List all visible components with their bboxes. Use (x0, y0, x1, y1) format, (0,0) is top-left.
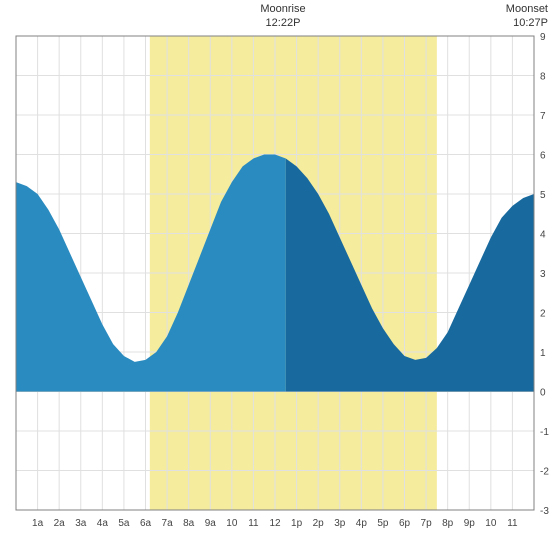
svg-text:11: 11 (507, 518, 518, 529)
svg-text:9: 9 (540, 32, 546, 43)
svg-text:8p: 8p (442, 518, 454, 529)
svg-text:6p: 6p (399, 518, 411, 529)
svg-text:1p: 1p (291, 518, 303, 529)
svg-text:7: 7 (540, 111, 546, 122)
svg-text:6: 6 (540, 151, 546, 162)
svg-text:1: 1 (540, 348, 546, 359)
svg-text:-3: -3 (540, 506, 549, 517)
moonrise-label: Moonrise 12:22P (253, 2, 313, 31)
tide-chart: Moonrise 12:22P Moonset 10:27P 987654321… (0, 0, 550, 550)
svg-text:4a: 4a (97, 518, 109, 529)
moonset-title: Moonset (488, 2, 548, 16)
svg-text:3p: 3p (334, 518, 346, 529)
svg-text:7p: 7p (421, 518, 433, 529)
svg-text:3a: 3a (75, 518, 87, 529)
moonrise-title: Moonrise (253, 2, 313, 16)
svg-text:6a: 6a (140, 518, 152, 529)
svg-text:4p: 4p (356, 518, 368, 529)
svg-text:2p: 2p (313, 518, 325, 529)
svg-text:0: 0 (540, 388, 546, 399)
svg-text:5: 5 (540, 190, 546, 201)
svg-text:8a: 8a (183, 518, 195, 529)
svg-text:9p: 9p (464, 518, 476, 529)
svg-text:1a: 1a (32, 518, 44, 529)
moonset-time: 10:27P (488, 16, 548, 30)
svg-text:5a: 5a (118, 518, 130, 529)
moonset-label: Moonset 10:27P (488, 2, 548, 31)
svg-text:8: 8 (540, 72, 546, 83)
svg-text:5p: 5p (377, 518, 389, 529)
svg-text:-1: -1 (540, 427, 549, 438)
svg-text:10: 10 (226, 518, 238, 529)
svg-text:10: 10 (485, 518, 497, 529)
svg-text:7a: 7a (162, 518, 174, 529)
svg-text:-2: -2 (540, 467, 549, 478)
svg-text:9a: 9a (205, 518, 217, 529)
svg-text:11: 11 (248, 518, 259, 529)
svg-text:4: 4 (540, 230, 546, 241)
moonrise-time: 12:22P (253, 16, 313, 30)
svg-text:2a: 2a (54, 518, 66, 529)
svg-text:12: 12 (269, 518, 281, 529)
svg-text:3: 3 (540, 269, 546, 280)
chart-svg: 9876543210-1-2-31a2a3a4a5a6a7a8a9a101112… (0, 0, 550, 550)
svg-text:2: 2 (540, 309, 546, 320)
